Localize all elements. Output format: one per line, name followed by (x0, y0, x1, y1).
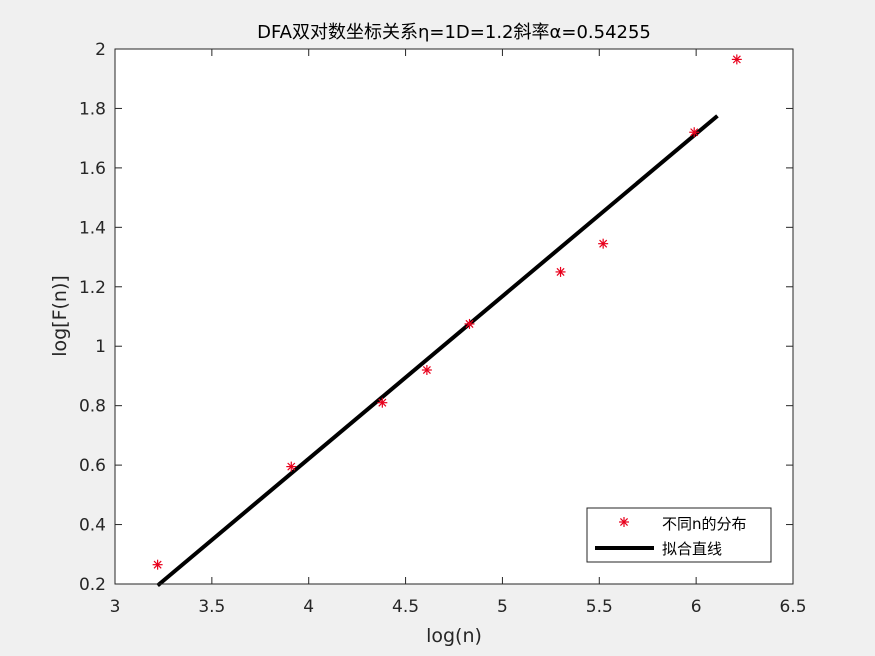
legend-box (586, 507, 772, 563)
x-tick-label: 4 (303, 597, 314, 617)
y-tick-label: 0.6 (79, 456, 106, 476)
data-point (421, 365, 432, 375)
y-axis-label: log[F(n)] (49, 275, 71, 357)
x-tick-label: 3.5 (198, 597, 225, 617)
x-tick-label: 6.5 (779, 597, 806, 617)
data-point (731, 54, 742, 65)
data-point (152, 559, 163, 570)
data-point (555, 266, 566, 277)
x-tick-label: 6 (691, 597, 702, 617)
series-layer (152, 54, 742, 588)
data-point (689, 127, 700, 138)
chart-title: DFA双对数坐标关系η=1D=1.2斜率α=0.54255 (257, 22, 651, 43)
plot-border (114, 48, 794, 585)
y-tick-label: 0.2 (79, 575, 106, 595)
y-tick-label: 1 (95, 337, 106, 357)
legend-label-fit-line: 拟合直线 (662, 540, 722, 558)
data-point (377, 397, 388, 408)
y-tick-label: 1.4 (79, 218, 106, 238)
legend-asterisk-icon (619, 517, 629, 527)
x-tick-label: 3 (110, 597, 121, 617)
y-tick-label: 0.4 (79, 516, 106, 536)
y-tick-label: 1.6 (79, 159, 106, 179)
x-axis-label: log(n) (426, 625, 482, 647)
y-tick-label: 1.8 (79, 99, 106, 119)
axis-ticks: 3 3.5 4 4.5 5 5.5 6 6.5 0.2 0.4 0.6 0.8 1 1.2 1.4 1.6 1.… (79, 40, 807, 617)
plot-area (115, 49, 793, 584)
data-point (598, 238, 609, 249)
legend-marker-icon (619, 517, 629, 527)
data-point (286, 461, 297, 472)
y-tick-label: 2 (95, 40, 106, 60)
data-point (464, 318, 475, 329)
x-tick-label: 5 (497, 597, 508, 617)
legend: 不同n的分布 拟合直线 (586, 507, 772, 563)
y-tick-label: 0.8 (79, 397, 106, 417)
fit-line (156, 114, 719, 588)
x-tick-label: 5.5 (586, 597, 613, 617)
legend-label-distribution: 不同n的分布 (662, 515, 747, 533)
x-tick-label: 4.5 (392, 597, 419, 617)
y-tick-label: 1.2 (79, 278, 106, 298)
